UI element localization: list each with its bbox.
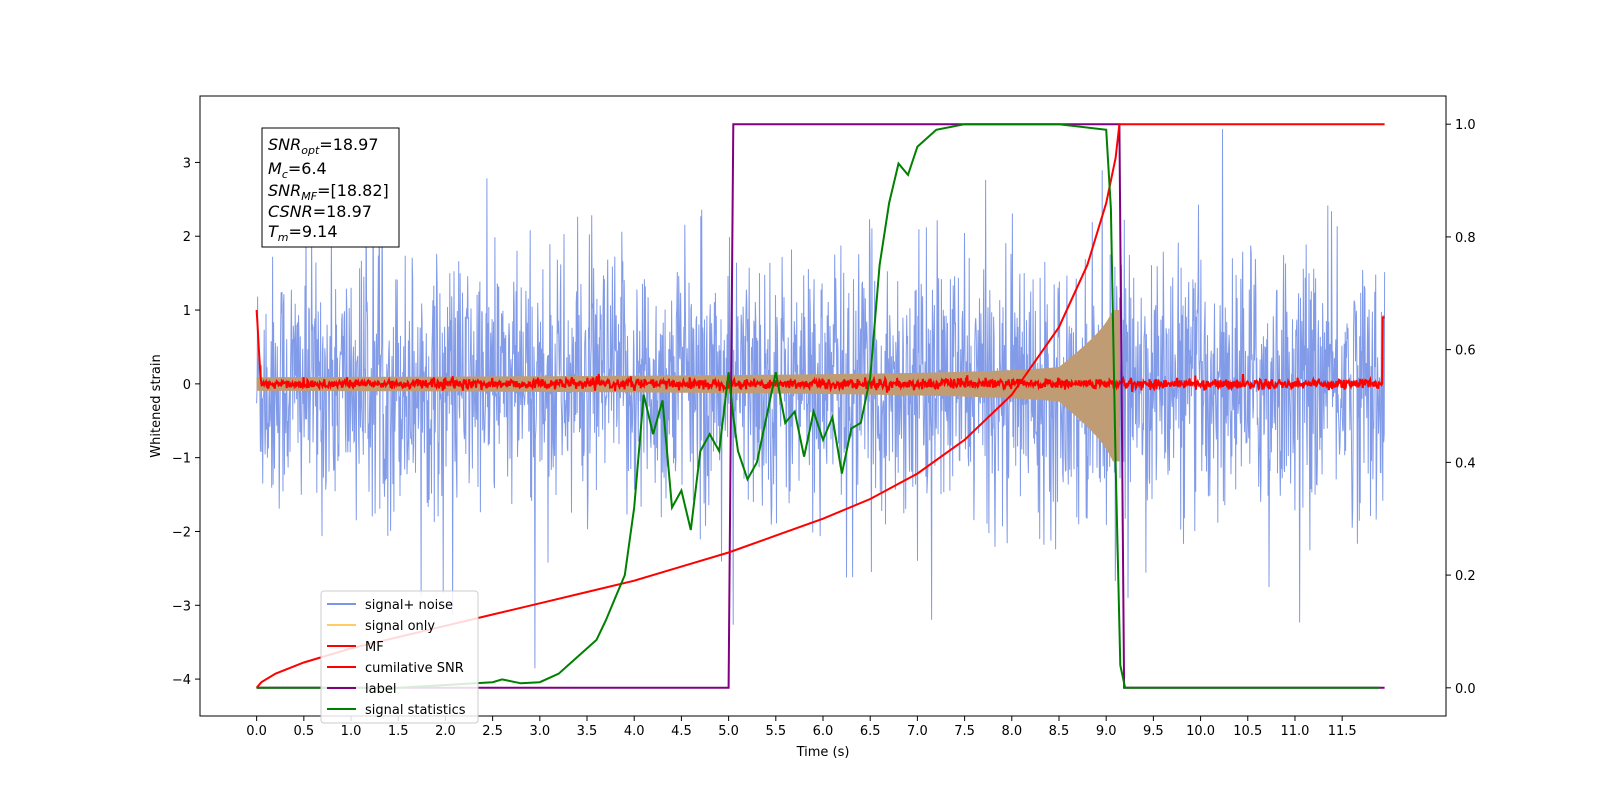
y-axis-right: 1.0 0.8 0.6 0.4 0.2 0.0 <box>1446 118 1476 697</box>
y-left-tick-label: 1 <box>183 304 191 319</box>
x-tick-label: 11.5 <box>1328 724 1357 739</box>
y-right-tick-label: 1.0 <box>1455 118 1476 133</box>
y-axis-label: Whitened strain <box>149 354 164 457</box>
legend-mf: MF <box>365 640 384 655</box>
y-right-tick-label: 0.8 <box>1455 231 1476 246</box>
x-tick-label: 3.0 <box>529 724 550 739</box>
legend-signal: signal only <box>365 619 435 634</box>
x-tick-label: 5.5 <box>765 724 786 739</box>
x-tick-label: 9.5 <box>1143 724 1164 739</box>
x-tick-label: 7.0 <box>907 724 928 739</box>
info-snr-mf: SNRMF=[18.82] <box>268 181 389 203</box>
x-tick-label: 6.5 <box>860 724 881 739</box>
info-box: SNRopt=18.97 Mc=6.4 SNRMF=[18.82] CSNR=1… <box>261 127 400 248</box>
x-tick-label: 1.5 <box>388 724 409 739</box>
y-left-tick-label: −1 <box>172 452 191 467</box>
legend-frame <box>320 590 479 724</box>
x-tick-label: 6.0 <box>813 724 834 739</box>
y-left-tick-label: 3 <box>183 156 191 171</box>
y-right-tick-label: 0.6 <box>1455 344 1476 359</box>
legend-noise: signal+ noise <box>365 598 453 613</box>
x-tick-label: 8.0 <box>1001 724 1022 739</box>
info-box-frame <box>261 127 400 248</box>
series-mf <box>255 309 1385 393</box>
x-tick-label: 8.5 <box>1049 724 1070 739</box>
y-axis-left: 3 2 1 0 −1 −2 −3 −4 <box>172 156 200 688</box>
y-right-tick-label: 0.2 <box>1455 569 1476 584</box>
y-right-tick-label: 0.0 <box>1455 682 1476 697</box>
x-axis: 0.0 0.5 1.0 1.5 2.0 2.5 3.0 3.5 4.0 4.5 5.0 5.5 6.0 6… <box>246 716 1357 739</box>
x-tick-label: 10.5 <box>1233 724 1262 739</box>
x-tick-label: 2.5 <box>482 724 503 739</box>
x-tick-label: 1.0 <box>341 724 362 739</box>
y-left-tick-label: 0 <box>183 378 191 393</box>
info-mc: Mc=6.4 <box>268 159 327 181</box>
x-tick-label: 3.5 <box>577 724 598 739</box>
legend: signal+ noise signal only MF cumilative … <box>320 590 479 724</box>
y-right-tick-label: 0.4 <box>1455 456 1476 471</box>
x-tick-label: 5.0 <box>718 724 739 739</box>
x-tick-label: 0.5 <box>293 724 314 739</box>
x-tick-label: 9.0 <box>1096 724 1117 739</box>
x-tick-label: 2.0 <box>435 724 456 739</box>
x-tick-label: 4.0 <box>624 724 645 739</box>
legend-csnr: cumilative SNR <box>365 661 464 676</box>
x-tick-label: 11.0 <box>1280 724 1309 739</box>
info-csnr: CSNR=18.97 <box>268 202 372 221</box>
y-left-tick-label: 2 <box>183 230 191 245</box>
y-left-tick-label: −2 <box>172 525 191 540</box>
legend-label: label <box>365 682 396 697</box>
info-snr-opt: SNRopt=18.97 <box>268 135 379 157</box>
x-axis-label: Time (s) <box>796 745 850 760</box>
x-tick-label: 4.5 <box>671 724 692 739</box>
x-tick-label: 7.5 <box>954 724 975 739</box>
x-tick-label: 10.0 <box>1186 724 1215 739</box>
y-left-tick-label: −4 <box>172 673 191 688</box>
x-tick-label: 0.0 <box>246 724 267 739</box>
info-tm: Tm=9.14 <box>268 222 338 244</box>
legend-stats: signal statistics <box>365 703 466 718</box>
series-signal-statistics <box>256 123 1380 689</box>
y-left-tick-label: −3 <box>172 599 191 614</box>
series-signal-noise <box>256 129 1386 669</box>
